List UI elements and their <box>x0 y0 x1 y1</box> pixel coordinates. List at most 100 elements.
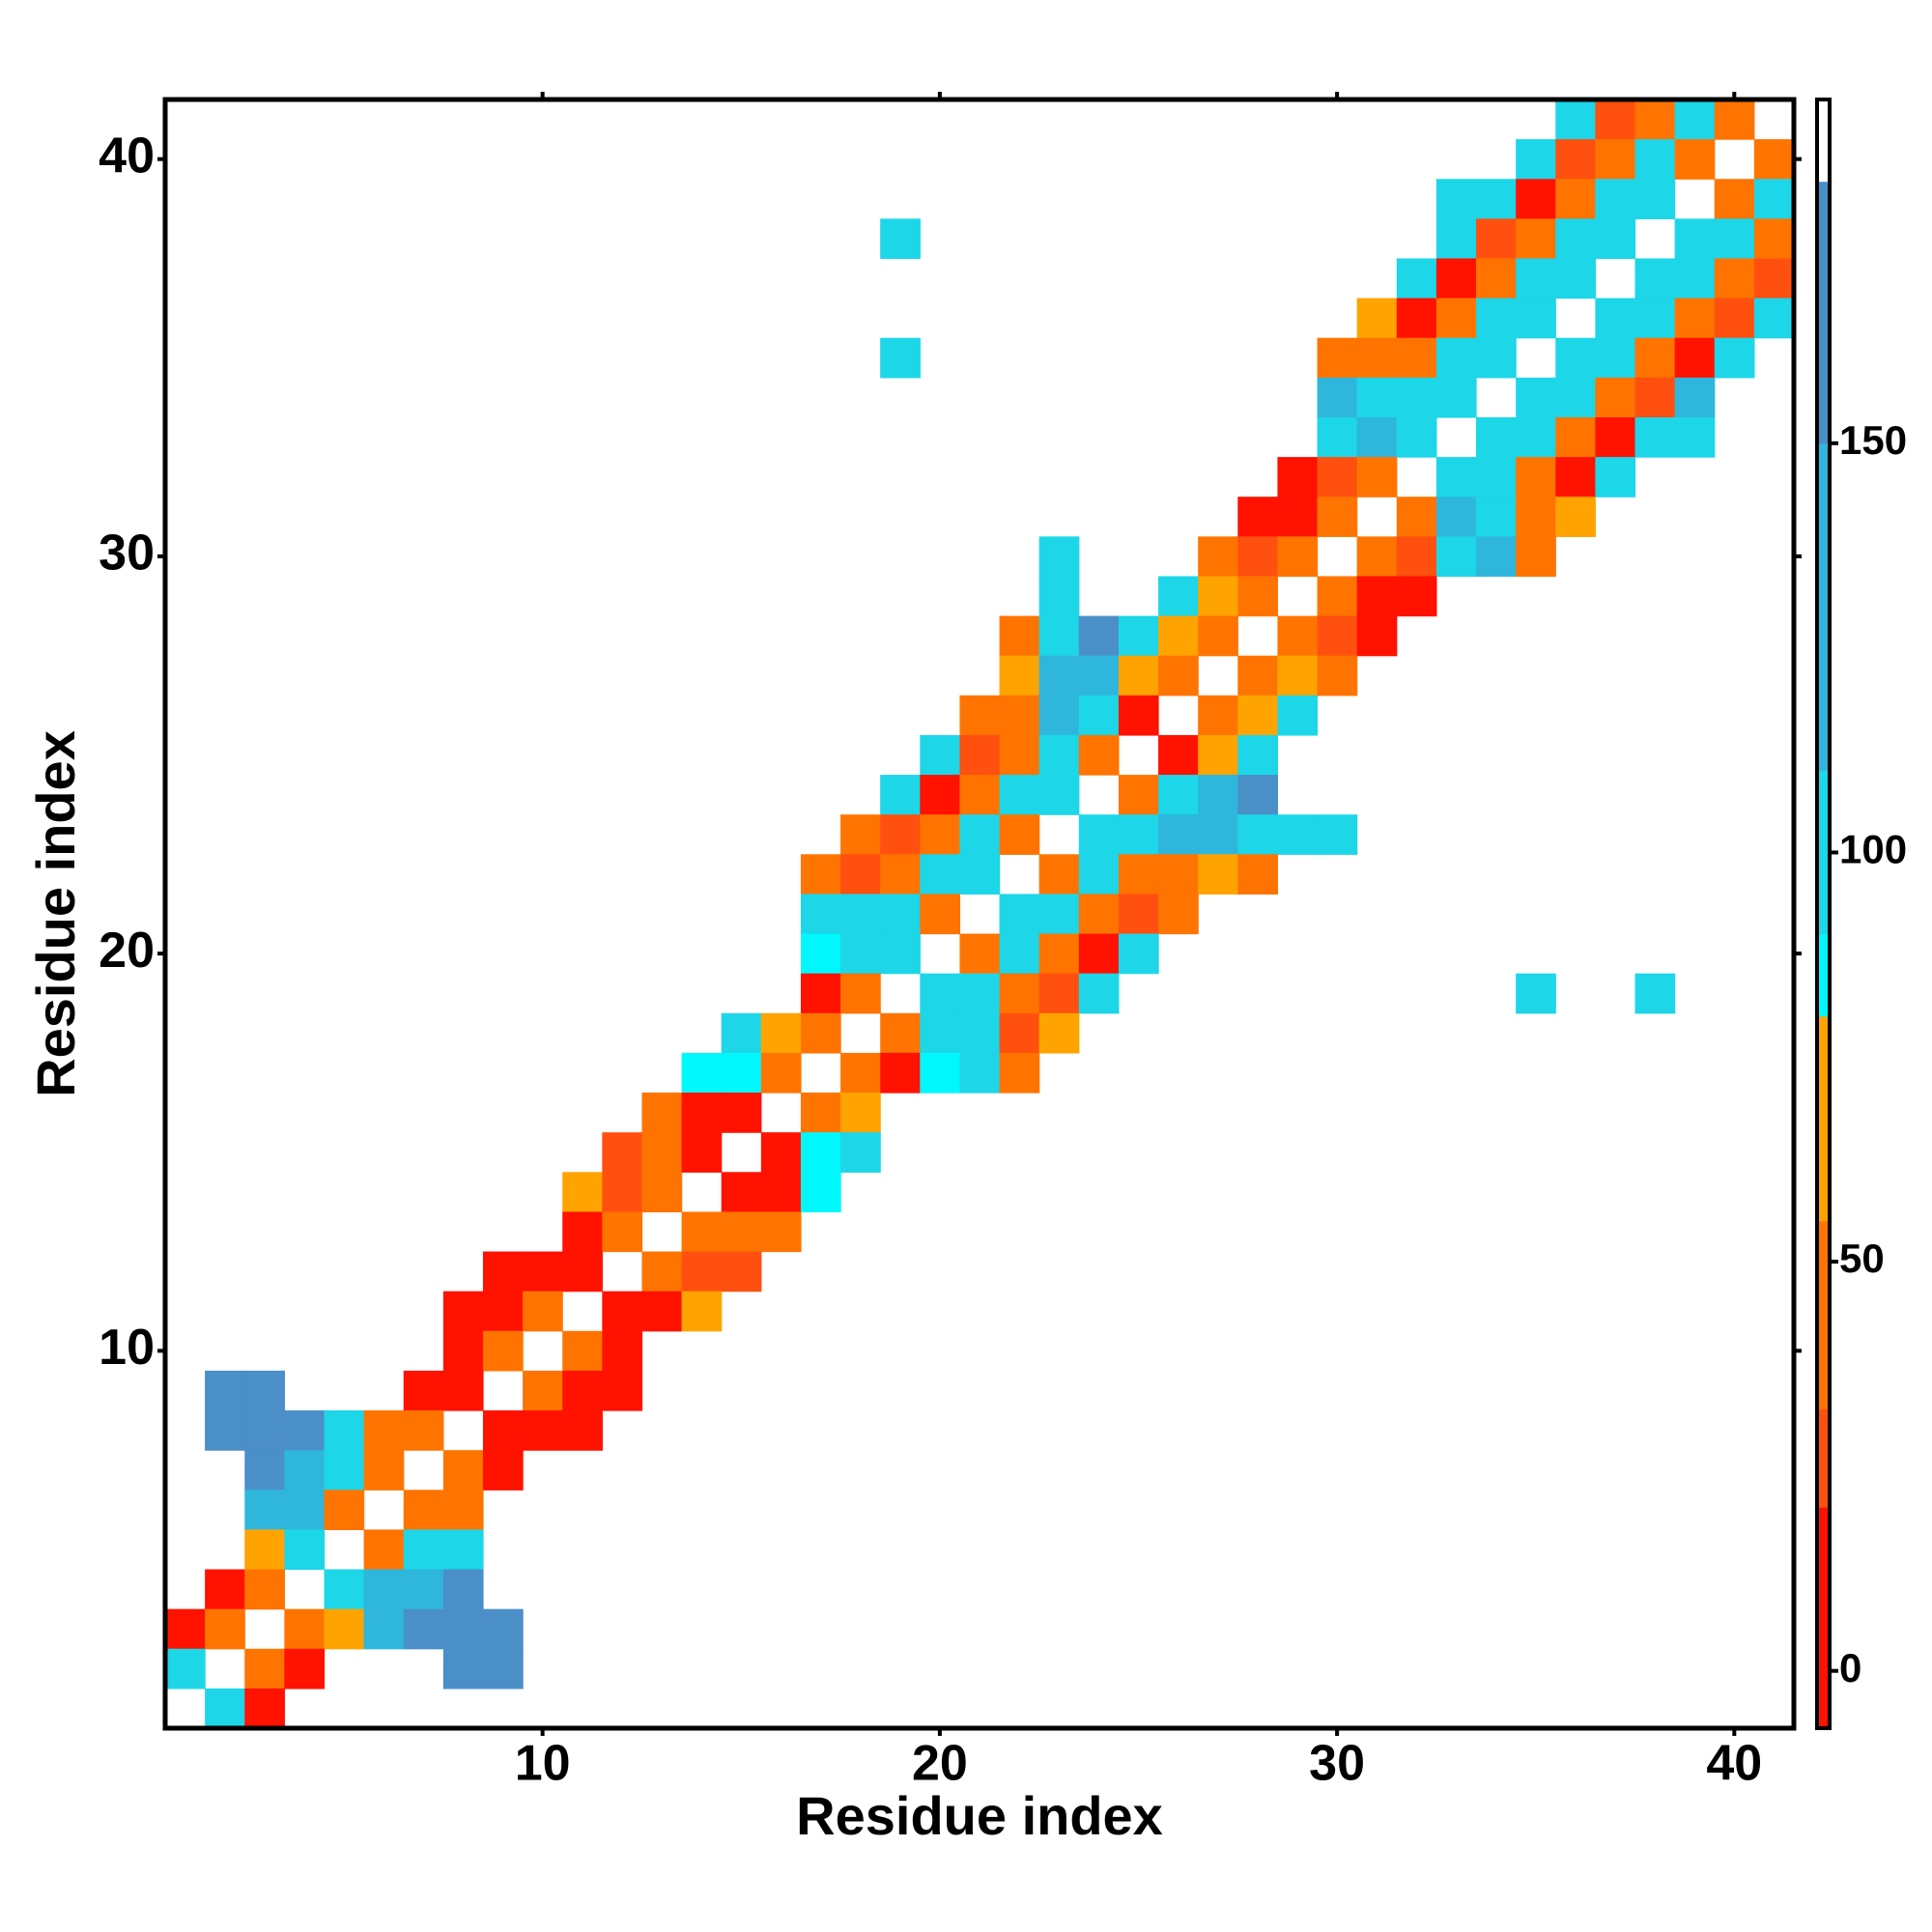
heatmap-cell <box>760 1012 802 1054</box>
heatmap-cell <box>959 734 1001 776</box>
heatmap-cell <box>880 775 921 815</box>
heatmap-cell <box>681 1132 723 1173</box>
heatmap-cell <box>1277 814 1319 855</box>
heatmap-cell <box>1476 258 1517 299</box>
heatmap-cell <box>1435 457 1477 497</box>
heatmap-cell <box>641 1172 683 1213</box>
heatmap-cell <box>363 1608 405 1650</box>
heatmap-cell <box>1516 416 1556 458</box>
heatmap-cell <box>800 1132 841 1173</box>
heatmap-cell <box>1356 298 1398 339</box>
heatmap-cell <box>1674 337 1716 379</box>
heatmap-cell <box>403 1490 444 1530</box>
heatmap-cell <box>1158 854 1199 895</box>
heatmap-cell <box>1753 218 1795 260</box>
heatmap-cell <box>482 1251 524 1293</box>
heatmap-cell <box>800 854 841 895</box>
heatmap-cell <box>1595 298 1636 339</box>
heatmap-cell <box>681 1291 723 1332</box>
heatmap-cell <box>800 894 841 935</box>
heatmap-cell <box>760 1132 802 1173</box>
heatmap-cell <box>800 1093 841 1133</box>
heatmap-cell <box>760 1052 802 1094</box>
heatmap-cell <box>1237 775 1279 815</box>
heatmap-cell <box>1674 298 1716 339</box>
heatmap-cell <box>1078 734 1120 776</box>
heatmap-cell <box>1714 258 1755 299</box>
heatmap-cell <box>1435 298 1477 339</box>
heatmap-cell <box>880 933 921 975</box>
heatmap-cell <box>1674 258 1716 299</box>
heatmap-cell <box>1118 655 1159 696</box>
heatmap-cell <box>920 973 961 1014</box>
heatmap-cell <box>1038 973 1080 1014</box>
heatmap-cell <box>1435 337 1477 379</box>
heatmap-cell <box>244 1529 285 1571</box>
heatmap-cell <box>1516 218 1556 260</box>
heatmap-cell <box>1038 775 1080 815</box>
y-tick-label: 40 <box>99 128 155 184</box>
heatmap-cell <box>1198 814 1238 855</box>
heatmap-cell <box>1516 457 1556 497</box>
heatmap-cell <box>1634 377 1676 418</box>
colorbar-band <box>1817 934 1830 1017</box>
heatmap-cell <box>1634 99 1676 140</box>
heatmap-cell <box>1714 99 1755 140</box>
heatmap-cell <box>1038 695 1080 736</box>
heatmap-cell <box>959 973 1001 1014</box>
heatmap-cell <box>284 1490 326 1530</box>
heatmap-cell <box>482 1608 524 1650</box>
heatmap-cell <box>1277 497 1319 537</box>
heatmap-cell <box>800 1172 841 1213</box>
heatmap-cell <box>1158 576 1199 617</box>
plot-frame <box>162 97 1797 1731</box>
heatmap-cell <box>1595 139 1636 180</box>
heatmap-cell <box>1555 99 1596 140</box>
heatmap-cell <box>482 1410 524 1451</box>
heatmap-cell <box>880 218 921 260</box>
heatmap-cell <box>1356 337 1398 379</box>
heatmap-cell <box>1078 933 1120 975</box>
heatmap-cell <box>1038 854 1080 895</box>
heatmap-cell <box>1595 179 1636 219</box>
heatmap-cell <box>1158 734 1199 776</box>
heatmap-cell <box>1356 536 1398 578</box>
heatmap-cell <box>1516 973 1556 1014</box>
heatmap-cell <box>1674 99 1716 140</box>
heatmap-cell <box>324 1490 365 1530</box>
heatmap-cell <box>1555 497 1596 537</box>
heatmap-cell <box>1516 298 1556 339</box>
heatmap-cell <box>363 1410 405 1451</box>
heatmap-cell <box>602 1132 643 1173</box>
heatmap-cell <box>959 775 1001 815</box>
heatmap-cell <box>880 814 921 855</box>
heatmap-cell <box>205 1569 245 1610</box>
heatmap-cell <box>1674 377 1716 418</box>
heatmap-cell <box>1078 973 1120 1014</box>
heatmap-cell <box>920 775 961 815</box>
colorbar-tick-label: 50 <box>1839 1236 1885 1281</box>
heatmap-cell <box>999 655 1040 696</box>
heatmap-cell <box>1078 695 1120 736</box>
heatmap-cell <box>840 814 881 855</box>
heatmap-cell <box>999 933 1040 975</box>
heatmap-cell <box>800 1012 841 1054</box>
heatmap-cell <box>363 1450 405 1491</box>
heatmap-cell <box>562 1370 603 1411</box>
heatmap-cell <box>324 1410 365 1451</box>
heatmap-cell <box>999 734 1040 776</box>
heatmap-cell <box>760 1211 802 1253</box>
heatmap-cell <box>523 1251 563 1293</box>
heatmap-cell <box>721 1251 762 1293</box>
colorbar-frame <box>1815 98 1832 1730</box>
heatmap-cell <box>959 814 1001 855</box>
heatmap-cell <box>1198 775 1238 815</box>
heatmap-cell <box>1356 615 1398 657</box>
heatmap-cell <box>840 933 881 975</box>
heatmap-cell <box>1634 179 1676 219</box>
heatmap-cell <box>602 1291 643 1332</box>
heatmap-cell <box>284 1608 326 1650</box>
heatmap-cell <box>1158 615 1199 657</box>
heatmap-cell <box>1634 416 1676 458</box>
